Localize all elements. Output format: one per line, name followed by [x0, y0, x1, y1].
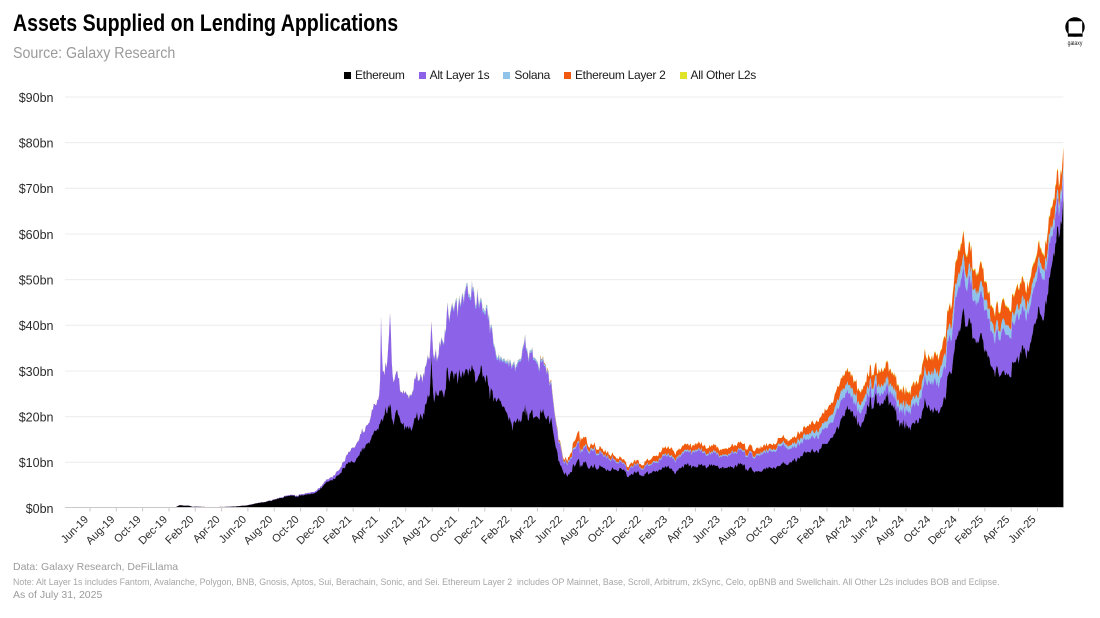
svg-text:$70bn: $70bn: [19, 182, 54, 196]
svg-text:$0bn: $0bn: [26, 502, 54, 516]
svg-text:Apr-20: Apr-20: [191, 514, 223, 546]
svg-text:Apr-22: Apr-22: [507, 514, 539, 546]
svg-text:Feb-25: Feb-25: [953, 514, 986, 547]
svg-text:$30bn: $30bn: [19, 365, 54, 379]
svg-text:$10bn: $10bn: [19, 456, 54, 470]
svg-text:$80bn: $80bn: [19, 136, 54, 150]
svg-text:Dec-22: Dec-22: [610, 514, 644, 548]
svg-text:Feb-24: Feb-24: [795, 514, 828, 547]
svg-text:Dec-24: Dec-24: [926, 514, 960, 548]
svg-text:Dec-19: Dec-19: [137, 514, 171, 548]
svg-text:Dec-21: Dec-21: [452, 514, 486, 548]
svg-text:$60bn: $60bn: [19, 228, 54, 242]
svg-text:Jun-25: Jun-25: [1006, 514, 1038, 546]
svg-text:$20bn: $20bn: [19, 411, 54, 425]
svg-text:Dec-23: Dec-23: [768, 514, 802, 548]
svg-text:Dec-20: Dec-20: [294, 514, 328, 548]
svg-text:Apr-23: Apr-23: [665, 514, 697, 546]
svg-text:Aug-21: Aug-21: [400, 514, 434, 548]
svg-text:Aug-23: Aug-23: [716, 514, 750, 548]
svg-text:Feb-21: Feb-21: [321, 514, 354, 547]
svg-text:Aug-19: Aug-19: [84, 514, 118, 548]
svg-text:Aug-24: Aug-24: [873, 514, 907, 548]
svg-text:Feb-23: Feb-23: [637, 514, 670, 547]
svg-text:Feb-20: Feb-20: [163, 514, 196, 547]
svg-text:Aug-20: Aug-20: [242, 514, 276, 548]
svg-text:Feb-22: Feb-22: [479, 514, 512, 547]
svg-text:Apr-25: Apr-25: [980, 514, 1012, 546]
svg-text:Apr-24: Apr-24: [823, 514, 855, 546]
svg-text:Apr-21: Apr-21: [349, 514, 381, 546]
svg-text:$90bn: $90bn: [19, 91, 54, 105]
svg-text:$40bn: $40bn: [19, 319, 54, 333]
svg-text:$50bn: $50bn: [19, 273, 54, 287]
svg-text:Aug-22: Aug-22: [558, 514, 592, 548]
